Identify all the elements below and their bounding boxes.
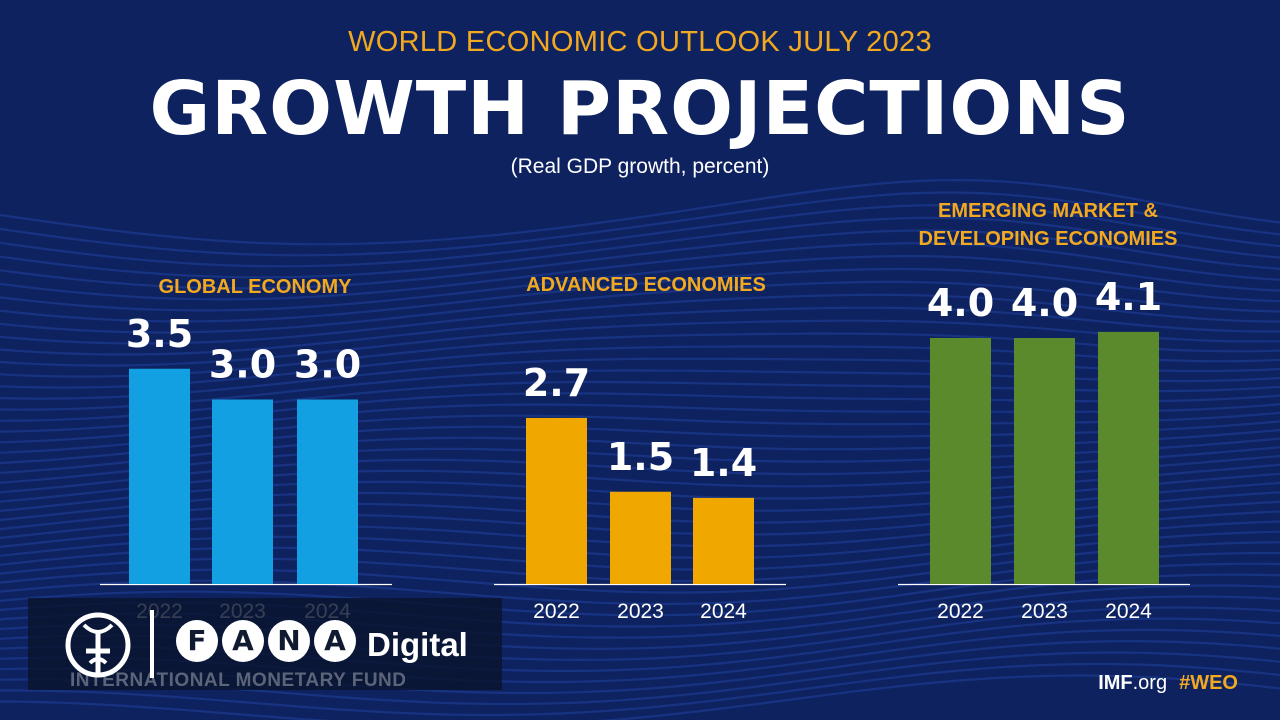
wave-line [0,255,1280,312]
imf-wordmark: INTERNATIONAL MONETARY FUND [70,670,407,691]
year-tick-label: 2022 [937,600,984,623]
value-label: 1.5 [607,435,674,479]
year-tick-label: 2024 [1105,600,1152,623]
wave-line [0,267,1280,323]
fana-letter: A [222,620,264,662]
fana-wordmark: F A N A [176,620,356,662]
bar [526,417,587,584]
site-domain: .org [1132,672,1168,694]
bar [693,497,754,584]
value-label: 4.0 [1011,281,1078,325]
value-label: 2.7 [523,361,590,405]
year-tick-label: 2024 [700,600,747,623]
value-label: 4.1 [1095,275,1162,319]
fana-letter: F [176,620,218,662]
global-economy-title: GLOBAL ECONOMY [158,276,352,298]
fana-digital-text: Digital [367,626,468,663]
wave-line [0,203,1280,268]
value-label: 3.0 [294,343,361,387]
wave-line [0,229,1280,290]
wave-line [0,293,1280,345]
value-label: 1.4 [690,441,757,485]
bar [1098,331,1159,584]
year-tick-label: 2022 [533,600,580,623]
fana-emblem-icon [65,612,131,678]
bar [610,491,671,584]
wave-line [0,306,1280,356]
chart-subtitle: (Real GDP growth, percent) [510,155,770,178]
wave-line [0,178,1280,246]
fana-letter: N [268,620,310,662]
advanced-economies-title: ADVANCED ECONOMIES [526,274,766,296]
bar [1014,338,1075,584]
wave-line [0,662,1280,717]
value-label: 3.5 [126,312,193,356]
bar [297,399,358,584]
wave-line [0,191,1280,257]
emerging-economies-title: EMERGING MARKET & DEVELOPING ECONOMIES [880,197,1216,253]
fana-letter: A [314,620,356,662]
hashtag: #WEO [1179,672,1238,694]
wave-line [0,280,1280,334]
year-tick-label: 2023 [1021,600,1068,623]
bar [129,368,190,584]
page-title: GROWTH PROJECTIONS [149,66,1131,152]
report-supertitle: WORLD ECONOMIC OUTLOOK JULY 2023 [348,26,932,58]
value-label: 4.0 [927,281,994,325]
site-name-bold: IMF [1098,672,1133,694]
emerging-title-line-2: DEVELOPING ECONOMIES [918,228,1178,250]
bar [930,338,991,584]
footer: IMF.org #WEO [1098,672,1238,695]
wave-line [0,319,1280,367]
value-label: 3.0 [209,343,276,387]
bar [212,399,273,584]
year-tick-label: 2023 [617,600,664,623]
wave-line [0,242,1280,301]
wave-line [0,674,1280,720]
wave-line [0,216,1280,279]
watermark-divider [150,610,154,678]
emerging-title-line-1: EMERGING MARKET & [938,200,1158,222]
